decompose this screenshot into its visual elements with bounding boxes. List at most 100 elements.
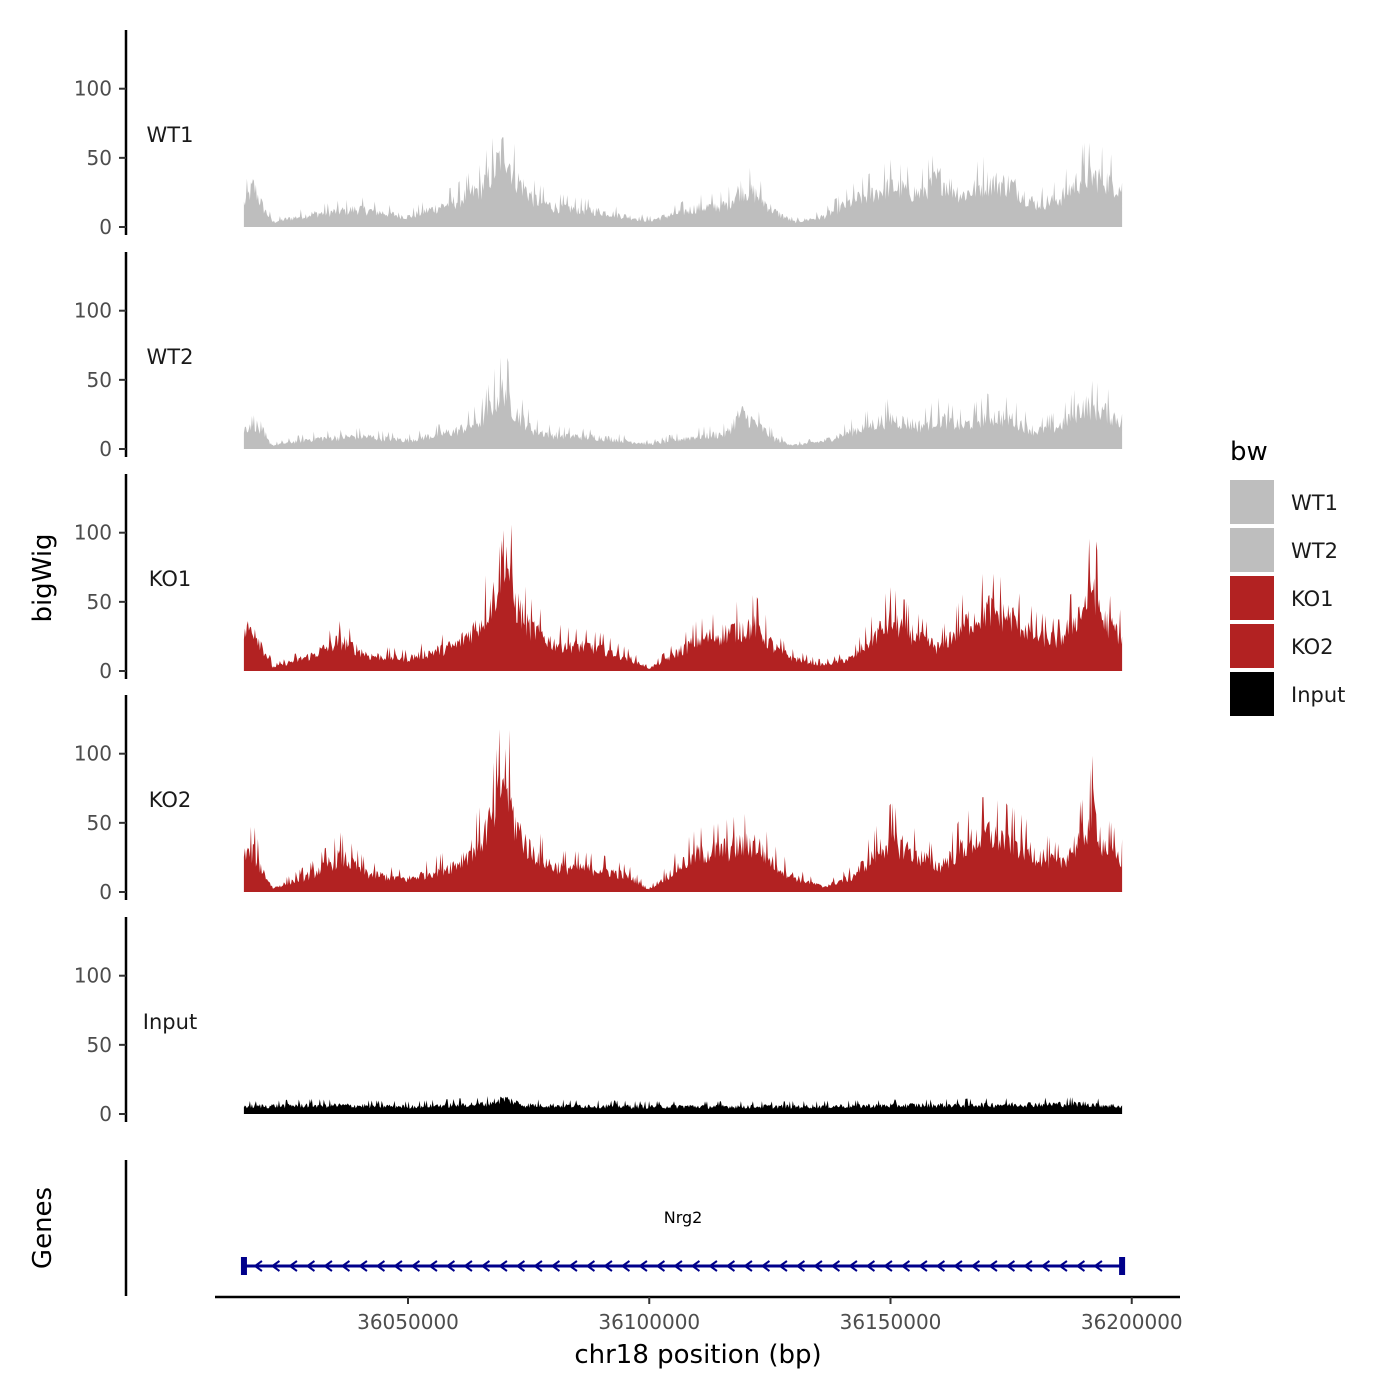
strand-arrow <box>515 1260 526 1272</box>
x-axis: chr18 position (bp) 36050000 36100000 3615… <box>215 1295 1183 1370</box>
strand-arrow <box>1075 1260 1086 1272</box>
strand-arrow <box>970 1260 981 1272</box>
y-tick-label: 50 <box>87 368 112 392</box>
gene-track: Genes Nrg2 <box>28 1160 1126 1296</box>
legend-label: WT2 <box>1291 539 1338 563</box>
y-tick-label: 0 <box>99 437 112 461</box>
strand-arrow <box>533 1260 543 1272</box>
y-tick-label: 100 <box>74 964 112 988</box>
legend-key-input <box>1230 672 1274 716</box>
legend-label: KO2 <box>1291 635 1334 659</box>
strand-arrow <box>428 1260 438 1272</box>
strand-arrow <box>410 1260 421 1272</box>
strand-arrow <box>673 1260 683 1272</box>
gene-exon <box>240 1257 247 1275</box>
strand-arrow <box>795 1260 806 1272</box>
strand-arrow <box>323 1260 333 1272</box>
track-panel-ko1: 0 50 100 KO1 <box>74 474 1123 683</box>
strand-arrow <box>253 1260 263 1272</box>
strand-arrow <box>1093 1260 1103 1272</box>
strand-arrow <box>480 1260 491 1272</box>
track-label: Input <box>143 1010 197 1034</box>
coverage-area-wt2 <box>243 357 1123 449</box>
strand-arrow <box>638 1260 648 1272</box>
strand-arrow <box>988 1260 998 1272</box>
track-label: KO1 <box>149 567 192 591</box>
x-tick-label: 36200000 <box>1081 1310 1183 1334</box>
strand-arrow <box>935 1260 946 1272</box>
gene-label: Nrg2 <box>664 1208 703 1227</box>
legend-label: KO1 <box>1291 587 1334 611</box>
coverage-tracks: 0 50 100 WT1 0 50 100 WT2 0 50 100 KO1 0 50 100 KO2 0 50 1… <box>74 30 1123 1126</box>
legend-label: Input <box>1291 683 1345 707</box>
strand-arrow <box>1040 1260 1051 1272</box>
track-panel-input: 0 50 100 Input <box>74 917 1123 1126</box>
legend-key-ko1 <box>1230 576 1274 620</box>
y-tick-label: 100 <box>74 521 112 545</box>
strand-arrow <box>463 1260 473 1272</box>
strand-arrow <box>848 1260 858 1272</box>
x-tick-label: 36150000 <box>840 1310 942 1334</box>
gene-model: Nrg2 <box>240 1208 1126 1275</box>
track-panel-wt1: 0 50 100 WT1 <box>74 30 1123 239</box>
legend-title: bw <box>1230 437 1268 467</box>
y-tick-label: 0 <box>99 1102 112 1126</box>
y-axis-title: bigWig <box>28 533 58 622</box>
coverage-area-ko1 <box>243 524 1123 671</box>
track-label: KO2 <box>149 788 192 812</box>
strand-arrow <box>830 1260 841 1272</box>
legend-key-wt1 <box>1230 480 1274 524</box>
coverage-area-ko2 <box>243 729 1123 892</box>
strand-arrow <box>760 1260 771 1272</box>
strand-arrow <box>918 1260 928 1272</box>
y-tick-label: 50 <box>87 1033 112 1057</box>
strand-arrow <box>445 1260 456 1272</box>
strand-arrow <box>708 1260 718 1272</box>
track-panel-ko2: 0 50 100 KO2 <box>74 695 1123 904</box>
coverage-area-input <box>243 1096 1123 1114</box>
legend-label: WT1 <box>1291 491 1338 515</box>
y-tick-label: 50 <box>87 811 112 835</box>
legend-key-ko2 <box>1230 624 1274 668</box>
y-tick-label: 100 <box>74 77 112 101</box>
track-label: WT2 <box>147 345 194 369</box>
strand-arrow <box>883 1260 893 1272</box>
strand-arrow <box>1023 1260 1033 1272</box>
strand-arrow <box>340 1260 351 1272</box>
strand-arrow <box>778 1260 788 1272</box>
strand-arrow <box>900 1260 911 1272</box>
y-tick-label: 100 <box>74 742 112 766</box>
y-tick-label: 50 <box>87 590 112 614</box>
strand-arrow <box>585 1260 596 1272</box>
strand-arrow <box>305 1260 316 1272</box>
strand-arrow <box>550 1260 561 1272</box>
y-tick-label: 0 <box>99 880 112 904</box>
track-panel-wt2: 0 50 100 WT2 <box>74 252 1123 461</box>
y-tick-label: 0 <box>99 215 112 239</box>
strand-arrow <box>358 1260 368 1272</box>
track-label: WT1 <box>147 123 194 147</box>
x-axis-title: chr18 position (bp) <box>574 1340 821 1370</box>
strand-arrow <box>655 1260 666 1272</box>
strand-arrow <box>270 1260 281 1272</box>
y-tick-label: 100 <box>74 299 112 323</box>
strand-arrow <box>743 1260 753 1272</box>
legend: bw WT1 WT2 KO1 KO2 Input <box>1230 437 1345 716</box>
gene-track-title: Genes <box>28 1187 58 1269</box>
strand-arrow <box>865 1260 876 1272</box>
strand-arrow <box>1005 1260 1016 1272</box>
strand-arrow <box>725 1260 736 1272</box>
y-tick-label: 50 <box>87 146 112 170</box>
strand-arrow <box>620 1260 631 1272</box>
strand-arrow <box>288 1260 298 1272</box>
strand-arrow <box>568 1260 578 1272</box>
strand-arrow <box>393 1260 403 1272</box>
strand-arrow <box>375 1260 386 1272</box>
x-tick-label: 36050000 <box>357 1310 459 1334</box>
strand-arrow <box>1058 1260 1068 1272</box>
strand-arrow <box>813 1260 823 1272</box>
gene-exon <box>1119 1257 1126 1275</box>
legend-key-wt2 <box>1230 528 1274 572</box>
x-tick-label: 36100000 <box>598 1310 700 1334</box>
